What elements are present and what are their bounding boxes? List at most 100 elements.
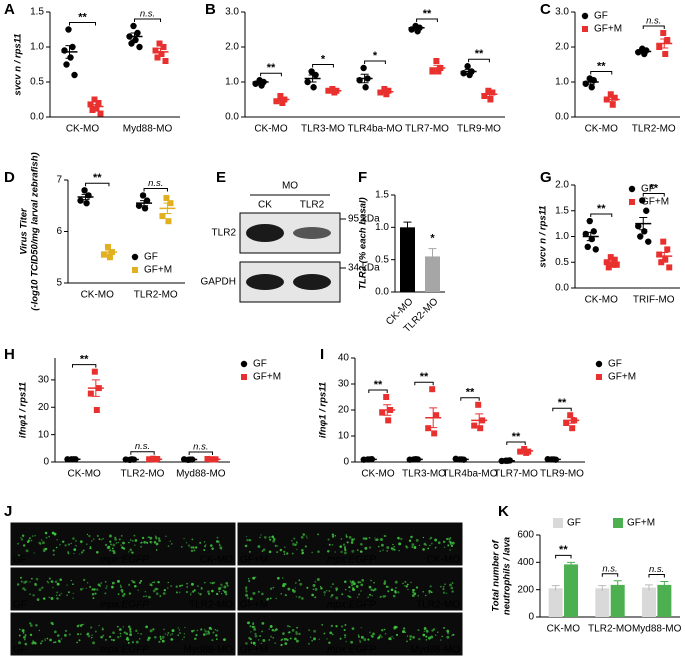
legend-label: GF+M — [608, 372, 636, 383]
fluorescence-spot — [134, 539, 138, 542]
significance-label: n.s. — [140, 9, 155, 20]
y-tick-label: 0 — [343, 457, 349, 468]
fluorescence-spot — [372, 589, 375, 592]
fluorescence-spot — [382, 595, 386, 598]
fluorescence-spot — [161, 635, 165, 639]
x-tick-label: TLR9-MO — [457, 124, 501, 135]
point — [433, 412, 440, 419]
legend-swatch — [553, 518, 563, 528]
fluorescence-spot — [54, 641, 57, 644]
fluorescence-spot — [187, 544, 191, 547]
error-bar — [383, 404, 392, 416]
fluorescence-spot — [311, 551, 313, 554]
fluorescence-spot — [291, 590, 294, 592]
fluorescence-spot — [88, 534, 91, 538]
fluorescence-spot — [368, 536, 371, 539]
point — [628, 185, 636, 193]
error-bar — [277, 97, 286, 102]
error-bar — [410, 458, 419, 461]
significance-label: ** — [649, 182, 658, 194]
fluorescence-spot — [155, 592, 159, 596]
fluorescence-spot — [331, 633, 334, 636]
fluorescence-spot — [56, 582, 60, 586]
group-label: GF+M — [240, 555, 268, 566]
point — [154, 54, 161, 61]
fluorescence-spot — [29, 624, 33, 627]
fluorescence-spot — [437, 541, 441, 545]
fluorescence-spot — [89, 546, 92, 550]
point — [588, 84, 595, 91]
fluorescence-spot — [262, 639, 266, 642]
y-tick-label: 600 — [517, 530, 534, 541]
fluorescence-spot — [178, 591, 181, 594]
fluorescence-spot — [112, 638, 116, 642]
y-tick-label: 0 — [43, 457, 49, 468]
fluorescence-spot — [443, 626, 446, 629]
fluorescence-spot — [258, 639, 260, 641]
fluorescence-spot — [348, 595, 351, 599]
error-bar — [156, 47, 165, 56]
fluorescence-spot — [375, 538, 379, 541]
fluorescence-spot — [406, 583, 409, 586]
fluorescence-spot — [76, 641, 78, 644]
fluorescence-spot — [215, 592, 219, 596]
fluorescence-spot — [72, 537, 75, 540]
panel-label: J — [4, 503, 12, 520]
fluorescence-spot — [427, 547, 430, 550]
legend-label: GF — [594, 11, 608, 22]
significance-bracket — [590, 213, 613, 218]
fluorescence-spot — [196, 629, 199, 632]
fluorescence-spot — [429, 544, 431, 547]
fluorescence-spot — [29, 593, 31, 595]
fluorescence-spot — [167, 632, 170, 634]
fluorescence-spot — [167, 581, 169, 584]
fluorescence-spot — [131, 641, 134, 644]
fluorescence-spot — [429, 536, 433, 540]
fluorescence-spot — [360, 590, 362, 592]
fluorescence-spot — [250, 631, 252, 633]
fluorescence-spot — [357, 581, 360, 584]
fluorescence-spot — [225, 581, 229, 585]
fluorescence-spot — [106, 585, 108, 587]
fluorescence-spot — [110, 638, 113, 641]
fluorescence-spot — [308, 629, 310, 631]
fluorescence-spot — [326, 638, 328, 640]
fluorescence-spot — [86, 533, 89, 536]
fluorescence-spot — [451, 590, 454, 593]
significance-bracket — [414, 381, 434, 386]
y-tick-label: 1.0 — [225, 77, 239, 88]
significance-label: n.s. — [135, 441, 150, 452]
point — [381, 86, 388, 92]
fluorescence-spot — [157, 580, 160, 584]
significance-bracket — [506, 441, 526, 445]
fluorescence-spot — [450, 586, 454, 590]
fluorescence-spot — [390, 588, 394, 592]
point — [660, 30, 667, 36]
fluorescence-spot — [254, 634, 258, 638]
y-tick-label: 2.0 — [225, 42, 239, 53]
fluorescence-spot — [406, 640, 408, 643]
fluorescence-spot — [385, 585, 389, 588]
fluorescence-spot — [80, 551, 84, 554]
x-tick-label: TLR2-MO — [134, 290, 178, 301]
fluorescence-spot — [450, 544, 454, 548]
point — [279, 100, 286, 106]
point — [304, 78, 311, 86]
fluorescence-spot — [261, 550, 264, 552]
fluorescence-spot — [60, 592, 63, 595]
fluorescence-spot — [193, 549, 196, 552]
fluorescence-spot — [116, 625, 119, 628]
y-tick-label: 200 — [517, 584, 534, 595]
fluorescence-spot — [180, 584, 182, 587]
fluorescence-spot — [339, 545, 343, 548]
fluorescence-spot — [50, 597, 54, 600]
fluorescence-spot — [428, 592, 431, 594]
fluorescence-spot — [284, 642, 288, 646]
point — [159, 213, 166, 220]
point — [104, 243, 111, 250]
fluorescence-spot — [311, 593, 315, 597]
point — [425, 425, 432, 432]
fluorescence-spot — [272, 540, 275, 543]
fluorescence-spot — [32, 594, 35, 597]
fluorescence-spot — [357, 634, 360, 636]
